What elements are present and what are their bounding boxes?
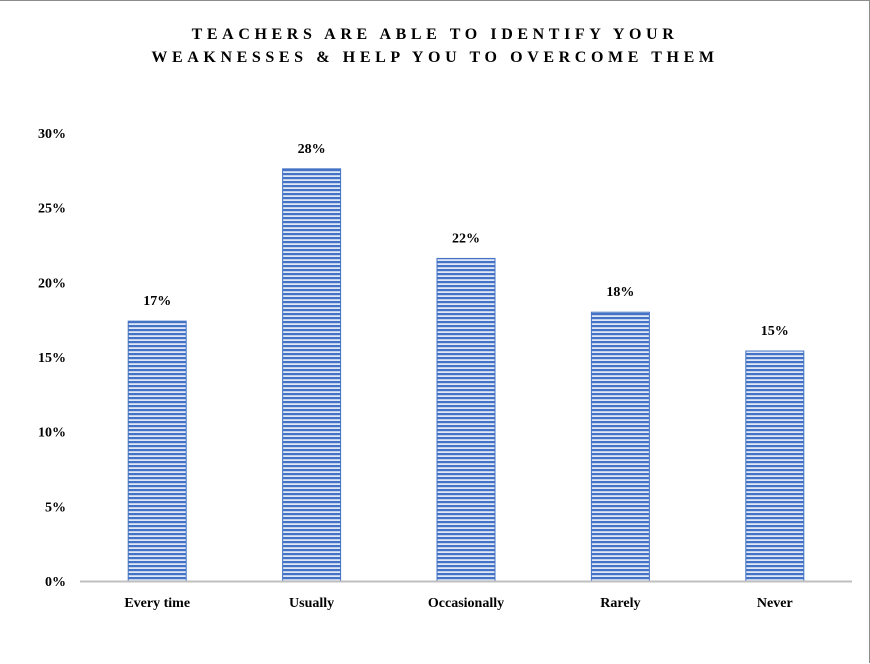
chart-title: TEACHERS ARE ABLE TO IDENTIFY YOUR WEAKN… [0, 23, 870, 69]
y-tick-label: 10% [38, 426, 66, 441]
data-label: 17% [143, 294, 171, 309]
y-tick-label: 0% [45, 575, 66, 590]
data-labels: 17% 28% 22% 18% 15% [143, 142, 789, 339]
bar [590, 311, 650, 582]
y-tick-label: 5% [45, 500, 66, 515]
x-tick-label: Usually [289, 596, 334, 611]
y-tick-label: 30% [38, 127, 66, 142]
data-label: 22% [452, 231, 480, 246]
x-tick-label: Occasionally [428, 596, 504, 611]
x-tick-label: Rarely [600, 596, 640, 611]
bar [745, 350, 805, 582]
data-label: 15% [761, 324, 789, 339]
chart-title-line-2: WEAKNESSES & HELP YOU TO OVERCOME THEM [151, 49, 719, 66]
data-label: 18% [606, 285, 634, 300]
bar [127, 320, 187, 582]
x-tick-label: Never [757, 596, 793, 611]
y-tick-label: 25% [38, 202, 66, 217]
x-axis: Every time Usually Occasionally Rarely Never [80, 580, 852, 611]
bar [436, 257, 496, 582]
data-label: 28% [298, 142, 326, 157]
x-tick-label: Every time [124, 596, 190, 611]
chart-title-line-1: TEACHERS ARE ABLE TO IDENTIFY YOUR [191, 26, 679, 43]
bar [282, 168, 342, 582]
y-tick-label: 15% [38, 351, 66, 366]
bars [127, 168, 805, 582]
y-axis: 0% 5% 10% 15% 20% 25% 30% [38, 127, 66, 590]
y-tick-label: 20% [38, 276, 66, 291]
